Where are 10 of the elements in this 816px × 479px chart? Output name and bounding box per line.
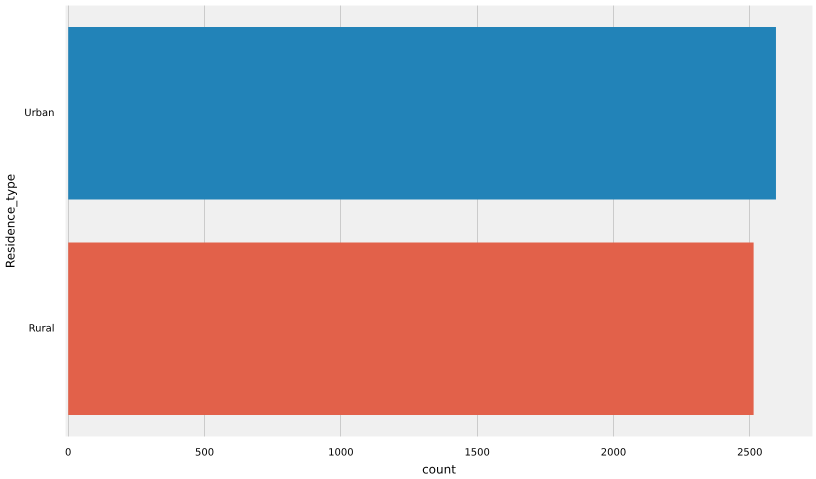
x-tick-label: 2500 bbox=[737, 448, 763, 458]
y-axis-title: Residence_type bbox=[3, 174, 18, 268]
x-tick-label: 1500 bbox=[464, 448, 490, 458]
x-tick-label: 1000 bbox=[328, 448, 354, 458]
y-tick-label: Urban bbox=[24, 108, 55, 119]
x-tick-label: 2000 bbox=[600, 448, 626, 458]
x-tick-label: 0 bbox=[65, 448, 72, 458]
x-tick-label: 500 bbox=[194, 448, 214, 458]
x-axis-title: count bbox=[422, 462, 456, 476]
y-tick-label: Rural bbox=[28, 323, 55, 334]
